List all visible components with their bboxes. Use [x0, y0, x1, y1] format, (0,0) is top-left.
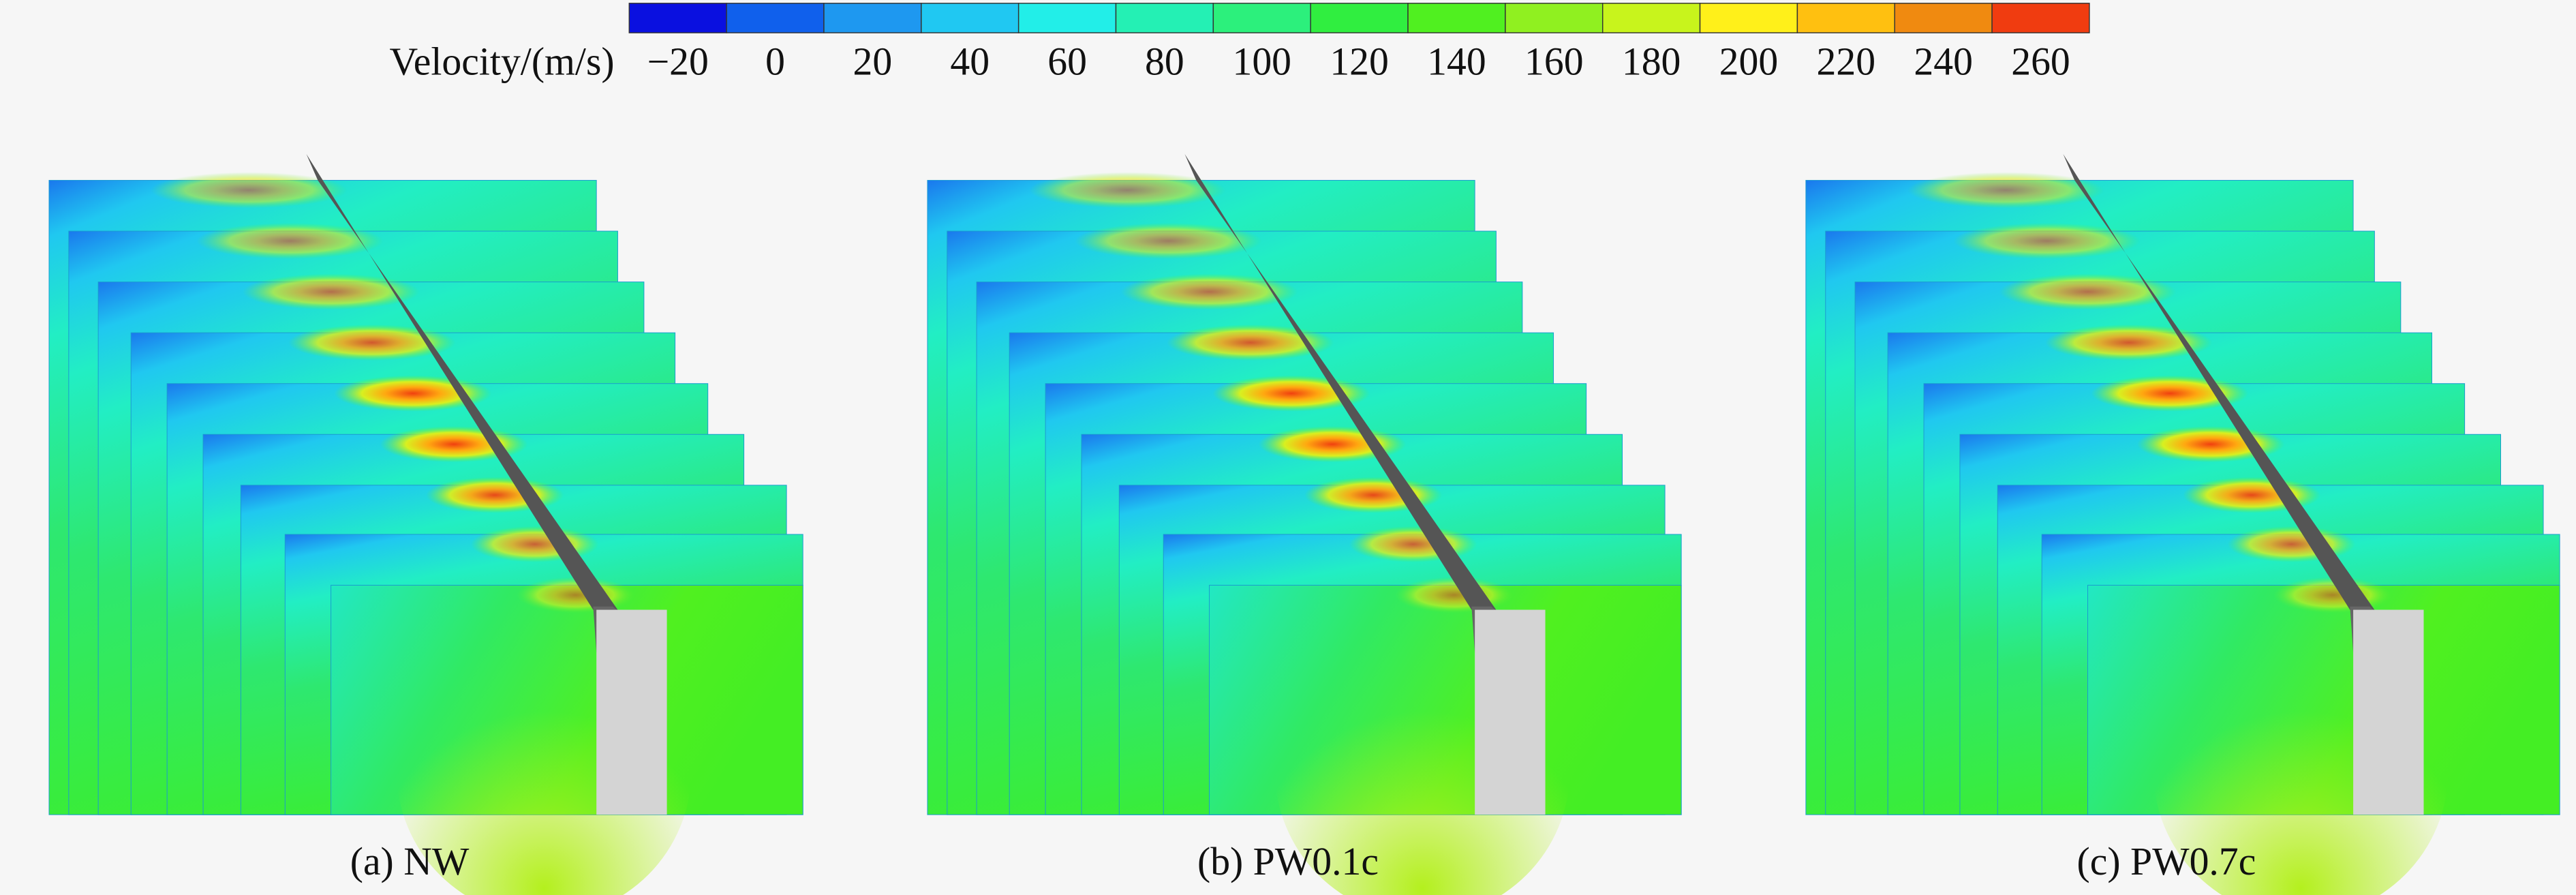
colorbar-segment	[1212, 3, 1311, 33]
tip-vortex	[1120, 273, 1298, 310]
blade-body	[2353, 609, 2424, 815]
colorbar-label: Velocity/(m/s)	[390, 40, 615, 83]
panel-caption: (b) PW0.1c	[1197, 840, 1379, 883]
panel: (b) PW0.1c	[927, 154, 1682, 895]
panel: (c) PW0.7c	[1805, 154, 2560, 895]
panel: (a) NW	[48, 154, 803, 895]
colorbar-tick-label: 260	[2011, 40, 2070, 83]
colorbar-tick-label: 80	[1145, 40, 1184, 83]
colorbar-segment	[1017, 3, 1117, 33]
tip-vortex	[1395, 577, 1514, 613]
colorbar-tick-label: 20	[853, 40, 893, 83]
tip-vortex	[1075, 223, 1262, 259]
colorbar-segment	[1894, 3, 1993, 33]
colorbar-tick-label: 60	[1047, 40, 1087, 83]
colorbar-segment	[1991, 3, 2090, 33]
tip-vortex	[1999, 273, 2177, 310]
panel-caption: (c) PW0.7c	[2077, 840, 2256, 883]
blade-body	[596, 609, 667, 815]
tip-vortex	[1029, 172, 1226, 209]
colorbar-segment	[823, 3, 922, 33]
colorbar-tick-label: 220	[1817, 40, 1876, 83]
colorbar: Velocity/(m/s) −20 0 20 40 60 80 100 120 140 160 1…	[390, 3, 2090, 83]
colorbar-segment	[1407, 3, 1506, 33]
tip-vortex	[1907, 172, 2104, 209]
colorbar-segment	[1115, 3, 1214, 33]
tip-vortex	[1953, 223, 2141, 259]
colorbar-tick-label: −20	[647, 40, 709, 83]
tip-vortex	[2273, 577, 2392, 613]
colorbar-tick-label: 240	[1914, 40, 1973, 83]
tip-vortex	[288, 324, 456, 361]
colorbar-tick-label: 140	[1427, 40, 1486, 83]
colorbar-segment	[1699, 3, 1798, 33]
colorbar-segment	[726, 3, 825, 33]
colorbar-tick-label: 180	[1622, 40, 1681, 83]
tip-vortex	[151, 172, 348, 209]
colorbar-tick-label: 40	[950, 40, 990, 83]
colorbar-segment	[1310, 3, 1409, 33]
panel-caption: (a) NW	[350, 840, 470, 883]
colorbar-tick-label: 100	[1232, 40, 1291, 83]
colorbar-segment	[1505, 3, 1604, 33]
colorbar-tick-label: 0	[765, 40, 785, 83]
colorbar-segment	[921, 3, 1019, 33]
tip-vortex	[2045, 324, 2213, 361]
tip-vortex	[1167, 324, 1334, 361]
blade-body	[1475, 609, 1546, 815]
colorbar-tick-label: 120	[1330, 40, 1389, 83]
colorbar-segment	[1601, 3, 1701, 33]
tip-vortex	[517, 577, 635, 613]
colorbar-tick-label: 200	[1719, 40, 1779, 83]
colorbar-tick-label: 160	[1524, 40, 1584, 83]
tip-vortex	[242, 273, 420, 310]
colorbar-segment	[1796, 3, 1895, 33]
tip-vortex	[196, 223, 384, 259]
colorbar-segment	[628, 3, 727, 33]
